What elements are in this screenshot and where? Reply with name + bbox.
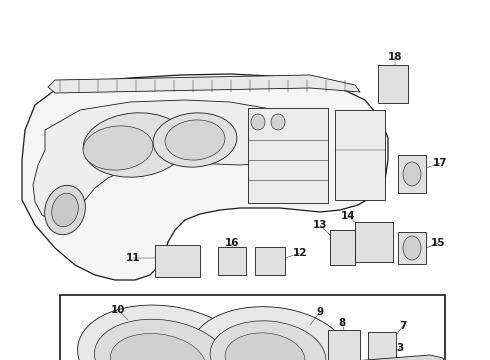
Text: 14: 14 <box>341 211 355 221</box>
Bar <box>398 232 426 264</box>
Ellipse shape <box>225 333 305 360</box>
Ellipse shape <box>83 113 187 177</box>
Text: 9: 9 <box>317 307 323 317</box>
Text: 10: 10 <box>111 305 125 315</box>
Polygon shape <box>33 100 300 222</box>
Text: 11: 11 <box>126 253 140 263</box>
Text: 18: 18 <box>388 52 402 62</box>
Bar <box>378 65 408 103</box>
Ellipse shape <box>165 120 225 160</box>
Ellipse shape <box>77 305 252 360</box>
Bar <box>330 230 355 265</box>
Bar <box>368 332 396 360</box>
Ellipse shape <box>210 321 326 360</box>
Text: 13: 13 <box>313 220 327 230</box>
Polygon shape <box>22 74 388 280</box>
Ellipse shape <box>271 114 285 130</box>
Text: 8: 8 <box>339 318 345 328</box>
Bar <box>60 295 445 360</box>
Bar <box>248 108 328 203</box>
Polygon shape <box>48 75 360 93</box>
Text: 15: 15 <box>431 238 445 248</box>
Bar <box>255 247 285 275</box>
Bar <box>355 222 393 262</box>
Text: 3: 3 <box>396 343 404 353</box>
Polygon shape <box>318 355 445 360</box>
Ellipse shape <box>51 193 78 227</box>
Bar <box>155 245 200 277</box>
Ellipse shape <box>403 162 421 186</box>
Ellipse shape <box>251 114 265 130</box>
Bar <box>398 155 426 193</box>
Ellipse shape <box>153 113 237 167</box>
Text: 7: 7 <box>399 321 407 331</box>
Ellipse shape <box>190 307 350 360</box>
Bar <box>218 247 246 275</box>
Ellipse shape <box>110 333 206 360</box>
Bar <box>335 110 385 200</box>
Text: 16: 16 <box>225 238 239 248</box>
Text: 12: 12 <box>293 248 307 258</box>
Bar <box>328 330 360 360</box>
Ellipse shape <box>83 126 153 170</box>
Text: 17: 17 <box>433 158 447 168</box>
Ellipse shape <box>95 319 230 360</box>
Ellipse shape <box>45 185 85 235</box>
Ellipse shape <box>403 236 421 260</box>
